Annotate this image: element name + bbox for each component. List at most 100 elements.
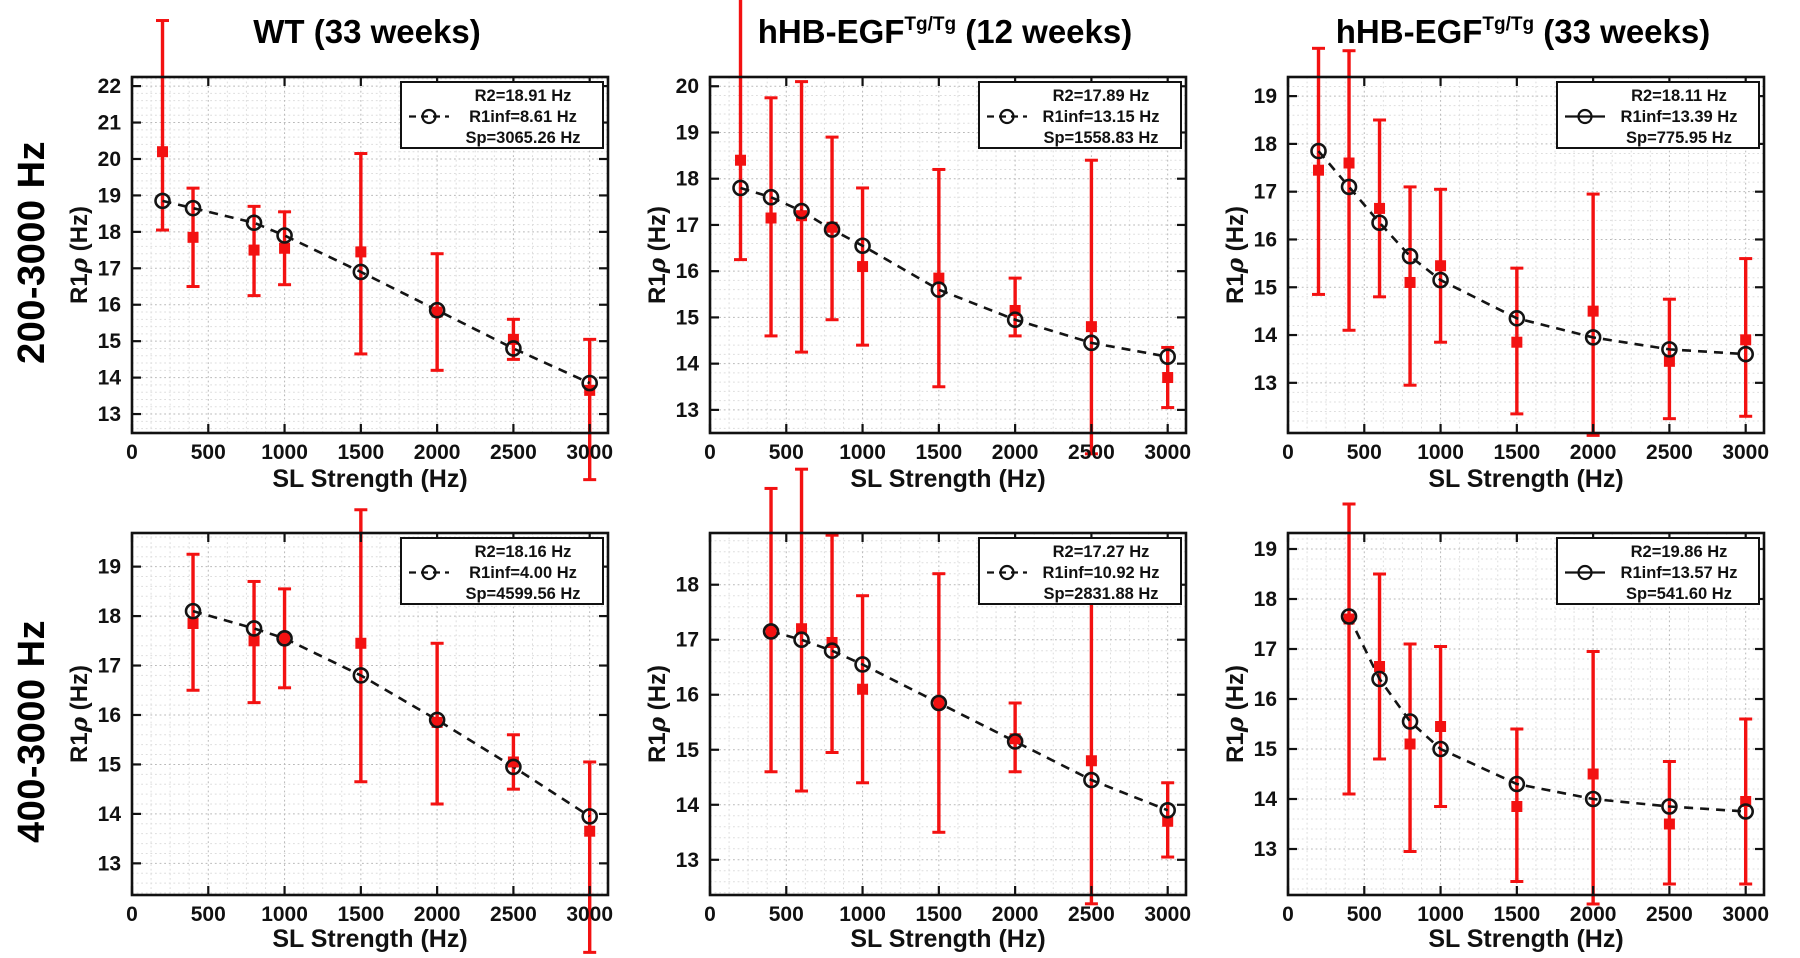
svg-text:2500: 2500 [1068, 441, 1115, 464]
svg-text:22: 22 [98, 75, 121, 98]
svg-text:2000: 2000 [992, 903, 1039, 926]
svg-text:2000: 2000 [992, 441, 1039, 464]
svg-text:13: 13 [1254, 372, 1277, 395]
x-tick-labels: 0 500 1000 1500 2000 2500 3000 [126, 441, 613, 464]
svg-text:2500: 2500 [1068, 903, 1115, 926]
svg-text:3000: 3000 [566, 441, 613, 464]
svg-text:18: 18 [676, 168, 700, 191]
svg-text:R1inf=8.61 Hz: R1inf=8.61 Hz [469, 108, 577, 126]
y-axis-label: R1ρ (Hz) [1222, 206, 1249, 304]
tick-marks [130, 533, 608, 895]
svg-text:Sp=4599.56 Hz: Sp=4599.56 Hz [465, 585, 580, 603]
legend: R2=18.16 Hz R1inf=4.00 Hz Sp=4599.56 Hz [400, 537, 604, 605]
svg-text:1000: 1000 [1417, 441, 1464, 464]
svg-text:3000: 3000 [1144, 441, 1191, 464]
cell-hhbegf-33w-top: hHB-EGFTg/Tg (33 weeks) 0 500 1000 1500 2000… [1222, 0, 1800, 505]
fit-line [1347, 615, 1746, 813]
svg-text:16: 16 [98, 294, 121, 317]
svg-text:2000: 2000 [414, 903, 461, 926]
svg-text:R2=17.89 Hz: R2=17.89 Hz [1053, 87, 1150, 105]
legend: R2=19.86 Hz R1inf=13.57 Hz Sp=541.60 Hz [1556, 537, 1760, 605]
axis-box [130, 75, 610, 435]
title-tail: (33 weeks) [1534, 13, 1711, 50]
svg-text:13: 13 [98, 852, 121, 875]
svg-text:0: 0 [704, 903, 716, 926]
svg-text:2000: 2000 [414, 441, 461, 464]
svg-text:14: 14 [1254, 324, 1278, 347]
svg-text:1000: 1000 [261, 903, 308, 926]
svg-text:0: 0 [1282, 903, 1294, 926]
svg-text:R2=18.16 Hz: R2=18.16 Hz [475, 543, 572, 561]
svg-text:19: 19 [1254, 85, 1277, 108]
x-axis-label: SL Strength (Hz) [272, 925, 467, 953]
chart-200-3000-hhbegf-12w: 0 500 1000 1500 2000 2500 3000 13 14 15 16 17 18 19 20… [644, 0, 1191, 493]
svg-text:18: 18 [1254, 588, 1278, 611]
svg-text:1500: 1500 [915, 903, 962, 926]
x-tick-labels: 0 500 1000 1500 2000 2500 3000 [1282, 441, 1769, 464]
svg-text:R1inf=13.15 Hz: R1inf=13.15 Hz [1043, 108, 1160, 126]
svg-text:Sp=3065.26 Hz: Sp=3065.26 Hz [465, 129, 580, 147]
svg-text:16: 16 [1254, 688, 1277, 711]
svg-text:R1inf=10.92 Hz: R1inf=10.92 Hz [1043, 564, 1160, 582]
y-axis-label: R1ρ (Hz) [1222, 665, 1249, 763]
svg-text:17: 17 [676, 214, 699, 237]
chart-400-3000-hhbegf-33w: 0 500 1000 1500 2000 2500 3000 13 14 15 16 17 18 19 SL… [1222, 502, 1769, 953]
svg-text:1500: 1500 [337, 441, 384, 464]
svg-text:15: 15 [98, 330, 122, 353]
svg-text:15: 15 [676, 306, 700, 329]
svg-text:14: 14 [676, 353, 700, 376]
legend-marker-circle [421, 564, 437, 581]
fit-circles [184, 602, 598, 825]
svg-text:15: 15 [676, 739, 700, 762]
fit-line [740, 186, 1168, 358]
fit-line [162, 199, 591, 385]
column-title-hhbegf-12w: hHB-EGFTg/Tg (12 weeks) [644, 0, 1222, 56]
fit-circles [762, 623, 1176, 819]
svg-text:17: 17 [1254, 181, 1277, 204]
y-axis-label: R1ρ (Hz) [66, 206, 93, 304]
chart-200-3000-wt-33w: 0 500 1000 1500 2000 2500 3000 13 14 15 16 17 18 19 20… [66, 19, 613, 493]
fit-line [1317, 150, 1746, 356]
title-main: WT [253, 13, 305, 50]
fit-circles [1340, 608, 1754, 820]
svg-text:500: 500 [769, 903, 804, 926]
svg-text:13: 13 [676, 849, 699, 872]
svg-text:2000: 2000 [1570, 441, 1617, 464]
svg-text:Sp=1558.83 Hz: Sp=1558.83 Hz [1043, 129, 1158, 147]
axis-box [1286, 75, 1766, 435]
figure-row-200-3000: 200-3000 Hz WT (33 weeks) 0 500 1000 1500 20… [12, 0, 1800, 505]
svg-text:2500: 2500 [1646, 441, 1693, 464]
svg-text:16: 16 [676, 260, 699, 283]
svg-text:1000: 1000 [1417, 903, 1464, 926]
cell-hhbegf-12w-top: hHB-EGFTg/Tg (12 weeks) 0 500 1000 1500 2000… [644, 0, 1222, 505]
svg-text:17: 17 [98, 257, 121, 280]
x-tick-labels: 0 500 1000 1500 2000 2500 3000 [126, 903, 613, 926]
y-axis-label: R1ρ (Hz) [66, 665, 93, 763]
y-tick-labels: 13 14 15 16 17 18 19 [1254, 538, 1278, 861]
svg-text:19: 19 [98, 184, 121, 207]
title-superscript: Tg/Tg [904, 14, 957, 35]
x-tick-labels: 0 500 1000 1500 2000 2500 3000 [1282, 903, 1769, 926]
svg-text:1500: 1500 [1493, 441, 1540, 464]
svg-text:14: 14 [98, 367, 122, 390]
svg-text:1000: 1000 [261, 441, 308, 464]
svg-text:R1inf=13.39 Hz: R1inf=13.39 Hz [1621, 108, 1738, 126]
legend-marker-circle [1577, 564, 1593, 581]
x-axis-label: SL Strength (Hz) [272, 465, 467, 493]
svg-text:0: 0 [126, 903, 138, 926]
legend: R2=18.91 Hz R1inf=8.61 Hz Sp=3065.26 Hz [400, 81, 604, 149]
x-axis-label: SL Strength (Hz) [1428, 925, 1623, 953]
svg-text:R2=18.91 Hz: R2=18.91 Hz [475, 87, 572, 105]
svg-text:R2=19.86 Hz: R2=19.86 Hz [1631, 543, 1728, 561]
svg-text:14: 14 [676, 794, 700, 817]
y-axis-label: R1ρ (Hz) [644, 206, 671, 304]
svg-text:16: 16 [98, 704, 121, 727]
x-tick-labels: 0 500 1000 1500 2000 2500 3000 [704, 903, 1191, 926]
axis-box [708, 531, 1188, 897]
chart-400-3000-wt-33w: 0 500 1000 1500 2000 2500 3000 13 14 15 16 17 18 19 SL… [66, 508, 613, 954]
svg-text:Sp=775.95 Hz: Sp=775.95 Hz [1626, 129, 1732, 147]
measured-squares [187, 618, 596, 837]
svg-text:17: 17 [676, 629, 699, 652]
legend: R2=17.89 Hz R1inf=13.15 Hz Sp=1558.83 Hz [978, 81, 1182, 149]
